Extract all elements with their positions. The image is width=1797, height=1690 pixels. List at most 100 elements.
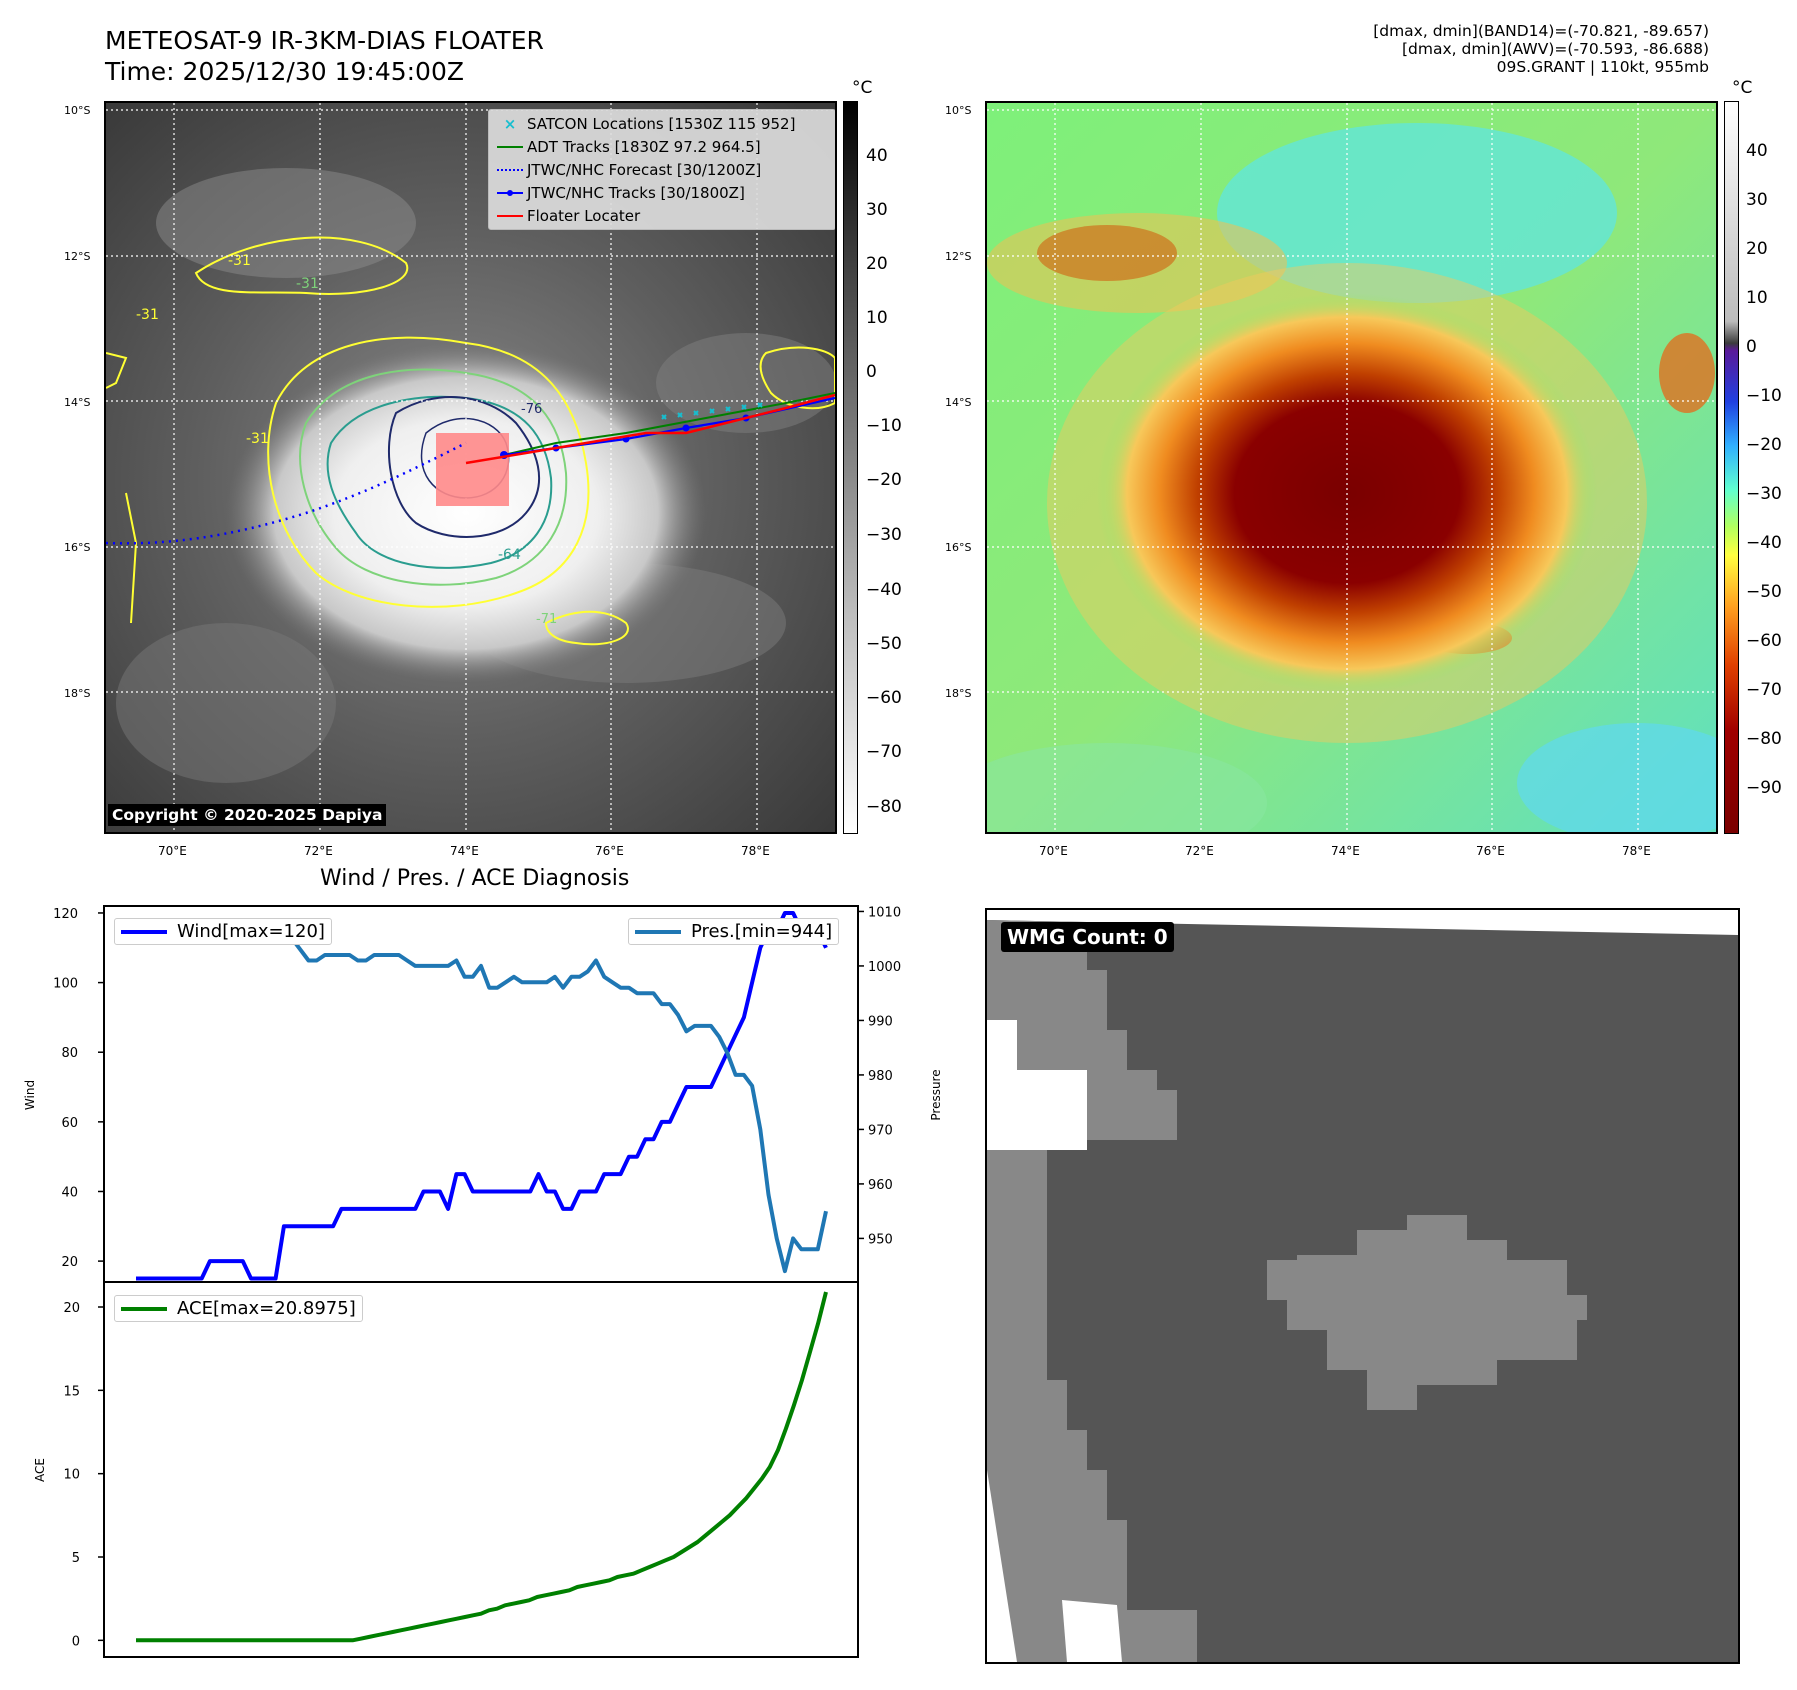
wind-tick-label: 60: [61, 1116, 78, 1131]
contour-label: -31: [136, 307, 159, 323]
awv-cb-tick: 0: [1746, 337, 1757, 357]
floater-box: [436, 433, 509, 506]
wind-legend: Wind[max=120]: [114, 918, 332, 945]
x-marker-icon: ×: [503, 114, 517, 133]
wind-tick-label: 20: [61, 1255, 78, 1270]
legend-entry-forecast: JTWC/NHC Forecast [30/1200Z]: [493, 158, 831, 181]
contour-label: -64: [498, 547, 521, 563]
lat-label: 14°S: [64, 396, 91, 409]
contour-label: -31: [246, 431, 269, 447]
ir-cb-tick: −70: [866, 742, 902, 762]
awv-colorbar: [1724, 101, 1739, 834]
awv-cb-tick: 40: [1746, 141, 1768, 161]
ace-tick-label: 20: [63, 1301, 80, 1316]
contour-label: -31: [228, 253, 251, 269]
ace-frame: [103, 1281, 859, 1658]
storm-info: 09S.GRANT | 110kt, 955mb: [1496, 58, 1709, 76]
wind-tick-label: 120: [53, 907, 78, 922]
ir-cb-tick: 0: [866, 362, 877, 382]
awv-cb-tick: −60: [1746, 631, 1782, 651]
pressure-tick-label: 970: [868, 1123, 893, 1138]
awv-colorbar-unit: °C: [1732, 78, 1753, 98]
ir-colorbar-unit: °C: [852, 78, 873, 98]
wind-line-icon: [121, 929, 167, 934]
awv-cb-tick: −30: [1746, 484, 1782, 504]
ir-cb-tick: 30: [866, 200, 888, 220]
ir-image-panel: -31 -31 -31 -64 -76 -71 -31: [104, 101, 837, 834]
dotted-line-icon: [493, 168, 527, 171]
wind-pressure-plot: 20 40 60 80 100 120 950 960 970 980 990 1000 1010: [53, 905, 901, 1281]
pressure-line-icon: [635, 929, 681, 934]
lon-label: 78°E: [741, 844, 770, 858]
ir-cb-tick: −30: [866, 525, 902, 545]
stats-block: [dmax, dmin](BAND14)=(-70.821, -89.657) …: [1373, 22, 1709, 76]
ir-cb-tick: −80: [866, 797, 902, 817]
ace-series-line: [136, 1291, 828, 1643]
wind-pressure-frame: [103, 905, 859, 1283]
ir-cb-tick: −40: [866, 580, 902, 600]
lat-label: 18°S: [64, 687, 91, 700]
awv-image-panel: [985, 101, 1718, 834]
ir-cb-tick: −60: [866, 688, 902, 708]
ace-tick-label: 0: [72, 1634, 80, 1649]
band14-stats: [dmax, dmin](BAND14)=(-70.821, -89.657): [1373, 22, 1709, 40]
wmg-image: [987, 920, 1738, 1662]
lat-label: 10°S: [945, 104, 972, 117]
lon-label: 74°E: [450, 844, 479, 858]
diagnosis-title: Wind / Pres. / ACE Diagnosis: [320, 866, 630, 891]
pressure-tick-label: 1010: [868, 905, 901, 920]
pressure-tick-label: 980: [868, 1069, 893, 1084]
contour-label: -76: [521, 402, 542, 417]
ace-legend: ACE[max=20.8975]: [114, 1295, 363, 1322]
lat-label: 16°S: [64, 541, 91, 554]
adt-track: [503, 392, 835, 456]
ir-cb-tick: −10: [866, 416, 902, 436]
awv-cb-tick: 30: [1746, 190, 1768, 210]
awv-cb-tick: 10: [1746, 288, 1768, 308]
ace-line-icon: [121, 1306, 167, 1311]
pressure-tick-label: 950: [868, 1232, 893, 1247]
floater-locater-track: [465, 393, 835, 465]
awv-stats: [dmax, dmin](AWV)=(-70.593, -86.688): [1402, 40, 1709, 58]
awv-cb-tick: −70: [1746, 680, 1782, 700]
pressure-series-line: [136, 920, 828, 1274]
ace-axis-label: ACE: [33, 1458, 47, 1482]
lon-label: 72°E: [1185, 844, 1214, 858]
satcon-markers: [661, 402, 763, 420]
ir-cb-tick: 40: [866, 146, 888, 166]
lat-label: 10°S: [64, 104, 91, 117]
awv-cb-tick: −90: [1746, 778, 1782, 798]
lon-label: 76°E: [595, 844, 624, 858]
wind-axis-label: Wind: [23, 1080, 37, 1110]
contour-label: -71: [536, 612, 557, 627]
lon-label: 76°E: [1476, 844, 1505, 858]
wmg-panel: WMG Count: 0: [985, 908, 1740, 1664]
contour-label: -31: [296, 276, 319, 292]
pressure-tick-label: 990: [868, 1014, 893, 1029]
lat-label: 18°S: [945, 687, 972, 700]
pressure-axis-label: Pressure: [929, 1069, 943, 1120]
pressure-tick-label: 960: [868, 1178, 893, 1193]
awv-cb-tick: −40: [1746, 533, 1782, 553]
lon-label: 74°E: [1331, 844, 1360, 858]
lon-label: 78°E: [1622, 844, 1651, 858]
wind-tick-label: 80: [61, 1046, 78, 1061]
legend-entry-satcon: × SATCON Locations [1530Z 115 952]: [493, 112, 831, 135]
wind-series-line: [136, 911, 828, 1281]
pressure-tick-label: 1000: [868, 960, 901, 975]
ir-legend: × SATCON Locations [1530Z 115 952] ADT T…: [488, 109, 835, 230]
lat-label: 12°S: [945, 250, 972, 263]
lon-label: 70°E: [1039, 844, 1068, 858]
image-title: METEOSAT-9 IR-3KM-DIAS FLOATER: [105, 26, 544, 55]
forecast-track: [106, 441, 467, 545]
copyright-badge: Copyright © 2020-2025 Dapiya: [108, 804, 387, 826]
lon-label: 70°E: [158, 844, 187, 858]
ir-colorbar: [843, 101, 858, 834]
ir-cb-tick: −20: [866, 470, 902, 490]
awv-grid: [987, 103, 1716, 832]
awv-cb-tick: −50: [1746, 582, 1782, 602]
ace-plot: 0 5 10 15 20: [63, 1291, 828, 1649]
awv-cb-tick: −20: [1746, 435, 1782, 455]
ace-tick-label: 10: [63, 1468, 80, 1483]
ir-cb-tick: −50: [866, 634, 902, 654]
